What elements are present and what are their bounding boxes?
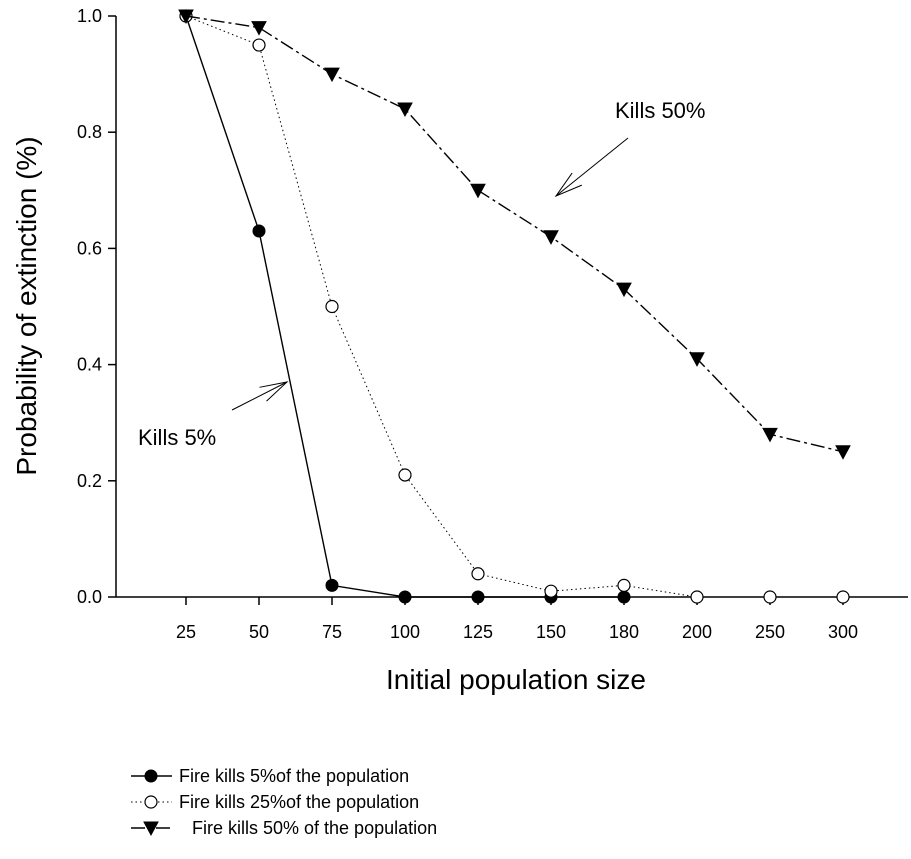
- series-3: [178, 9, 851, 460]
- annotation-arrow-head: [554, 172, 583, 198]
- data-point: [835, 445, 851, 460]
- y-tick-label: 1.0: [77, 6, 102, 26]
- x-tick-label: 75: [322, 622, 342, 642]
- legend-swatch-marker: [143, 821, 159, 837]
- data-point: [690, 590, 704, 604]
- annotations: Kills 50% Kills 5%: [138, 98, 705, 450]
- legend-label: Fire kills 50% of the population: [192, 818, 437, 838]
- series-1: [179, 9, 631, 604]
- data-point: [398, 590, 412, 604]
- y-tick-label: 0.6: [77, 238, 102, 258]
- legend-item-1: Fire kills 5%of the population: [131, 766, 409, 786]
- x-tick-label: 250: [755, 622, 785, 642]
- x-tick-label: 100: [390, 622, 420, 642]
- data-point: [689, 352, 705, 367]
- series-2: [179, 9, 850, 604]
- y-axis-title: Probability of extinction (%): [11, 136, 42, 475]
- data-point: [836, 590, 850, 604]
- data-point: [324, 67, 340, 83]
- x-axis-title: Initial population size: [386, 664, 646, 695]
- data-point: [616, 282, 632, 298]
- legend-item-2: Fire kills 25%of the population: [131, 792, 419, 812]
- data-point: [252, 38, 266, 52]
- x-tick-label: 180: [609, 622, 639, 642]
- annotation-label: Kills 5%: [138, 425, 216, 450]
- data-point: [470, 183, 486, 199]
- data-point: [325, 299, 339, 314]
- x-tick-label: 200: [682, 622, 712, 642]
- x-tick-label: 50: [249, 622, 269, 642]
- data-point: [544, 584, 558, 598]
- annotation-1: Kills 50%: [554, 98, 705, 198]
- y-tick-label: 0.0: [77, 587, 102, 607]
- annotation-2: Kills 5%: [138, 381, 289, 450]
- data-point: [397, 102, 413, 118]
- y-tick-label: 0.8: [77, 122, 102, 142]
- data-point: [251, 21, 267, 36]
- data-point: [543, 230, 559, 245]
- y-tick-label: 0.4: [77, 355, 102, 375]
- annotation-arrow-head: [259, 381, 289, 402]
- series-layer: [178, 9, 851, 604]
- legend-swatch-marker: [144, 769, 158, 783]
- data-point: [471, 590, 485, 604]
- axes: 0.0 0.2 0.4 0.6 0.8 1.0 25 50 75 100 125 150 180 200 2…: [11, 6, 908, 695]
- annotation-label: Kills 50%: [615, 98, 705, 123]
- annotation-arrow-shaft: [555, 137, 629, 197]
- y-tick-label: 0.2: [77, 471, 102, 491]
- x-tick-label: 25: [176, 622, 196, 642]
- data-point: [325, 578, 339, 592]
- annotation-arrow-shaft: [231, 381, 288, 411]
- data-point: [252, 224, 266, 238]
- data-point: [763, 590, 777, 604]
- data-point: [617, 578, 631, 592]
- legend-label: Fire kills 25%of the population: [179, 792, 419, 812]
- data-point: [617, 590, 631, 604]
- x-tick-label: 125: [463, 622, 493, 642]
- legend-swatch-marker: [144, 795, 158, 809]
- x-tick-label: 150: [536, 622, 566, 642]
- x-tick-label: 300: [828, 622, 858, 642]
- data-point: [762, 427, 778, 443]
- legend: Fire kills 5%of the population Fire kills…: [131, 766, 437, 838]
- legend-item-3: Fire kills 50% of the population: [131, 818, 437, 838]
- data-point: [471, 567, 485, 581]
- data-point: [398, 468, 412, 482]
- series-line: [185, 15, 843, 598]
- data-point: [178, 9, 194, 25]
- series-line: [185, 15, 844, 453]
- legend-label: Fire kills 5%of the population: [179, 766, 409, 786]
